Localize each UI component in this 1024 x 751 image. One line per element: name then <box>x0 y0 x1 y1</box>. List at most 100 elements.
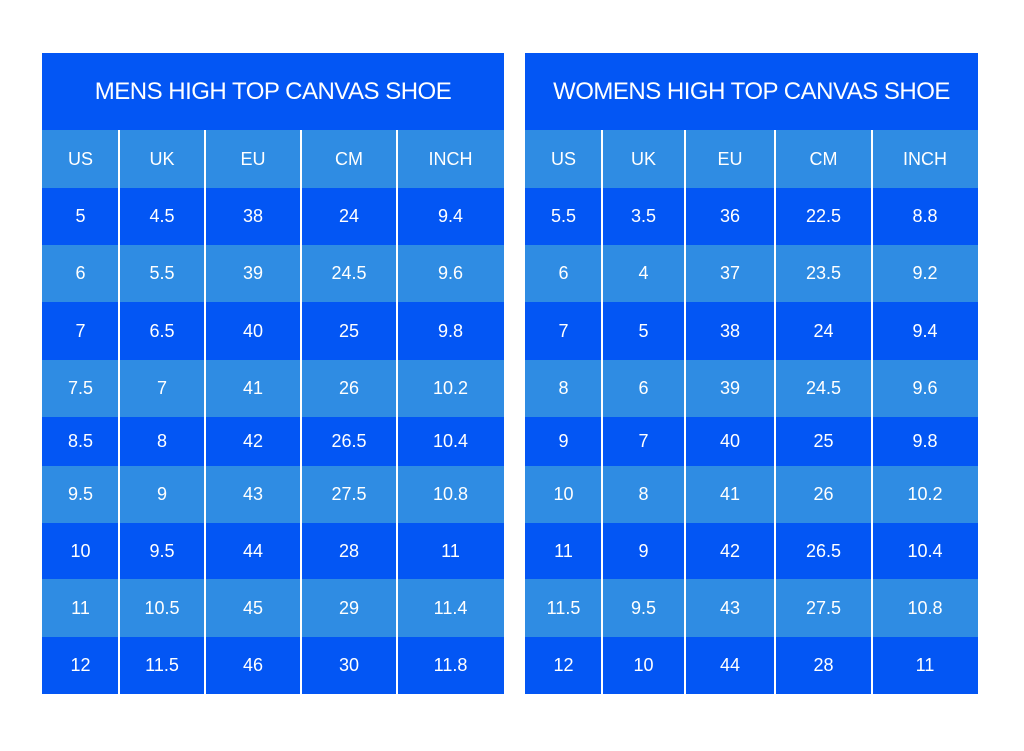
table-cell: 10.8 <box>397 466 504 523</box>
table-cell: 24 <box>301 188 397 245</box>
table-cell: 39 <box>685 360 775 417</box>
table-cell: 7 <box>42 302 119 360</box>
table-cell: 41 <box>685 466 775 523</box>
table-cell: 40 <box>205 302 301 360</box>
table-cell: 46 <box>205 637 301 694</box>
table-cell: 41 <box>205 360 301 417</box>
column-header: EU <box>205 130 301 188</box>
column-divider <box>204 130 206 694</box>
table-cell: 26 <box>775 466 872 523</box>
table-cell: 39 <box>205 245 301 302</box>
table-cell: 38 <box>205 188 301 245</box>
column-header: EU <box>685 130 775 188</box>
table-cell: 8 <box>119 417 205 466</box>
table-cell: 23.5 <box>775 245 872 302</box>
table-cell: 9 <box>119 466 205 523</box>
table-cell: 9.6 <box>397 245 504 302</box>
table-cell: 24.5 <box>301 245 397 302</box>
table-cell: 26.5 <box>775 523 872 579</box>
table-cell: 10.4 <box>397 417 504 466</box>
table-cell: 6 <box>42 245 119 302</box>
table-cell: 36 <box>685 188 775 245</box>
table-cell: 12 <box>525 637 602 694</box>
table-cell: 9.4 <box>397 188 504 245</box>
table-cell: 37 <box>685 245 775 302</box>
table-cell: 10.4 <box>872 523 978 579</box>
table-cell: 29 <box>301 579 397 637</box>
table-cell: 9.5 <box>42 466 119 523</box>
column-divider <box>871 130 873 694</box>
table-cell: 7 <box>119 360 205 417</box>
table-cell: 40 <box>685 417 775 466</box>
table-cell: 26 <box>301 360 397 417</box>
table-cell: 11.5 <box>525 579 602 637</box>
table-cell: 9 <box>602 523 685 579</box>
table-cell: 10.8 <box>872 579 978 637</box>
table-cell: 9.8 <box>872 417 978 466</box>
table-cell: 6 <box>602 360 685 417</box>
table-cell: 5 <box>42 188 119 245</box>
table-cell: 28 <box>775 637 872 694</box>
table-cell: 10 <box>42 523 119 579</box>
table-cell: 11 <box>872 637 978 694</box>
table-cell: 9.4 <box>872 302 978 360</box>
table-cell: 9.2 <box>872 245 978 302</box>
table-cell: 8 <box>525 360 602 417</box>
table-cell: 4 <box>602 245 685 302</box>
table-cell: 10.5 <box>119 579 205 637</box>
table-cell: 9.5 <box>119 523 205 579</box>
table-cell: 5 <box>602 302 685 360</box>
table-cell: 4.5 <box>119 188 205 245</box>
table-cell: 10 <box>602 637 685 694</box>
table-cell: 9.5 <box>602 579 685 637</box>
table-cell: 6 <box>525 245 602 302</box>
column-header: CM <box>775 130 872 188</box>
table-cell: 6.5 <box>119 302 205 360</box>
column-header: US <box>525 130 602 188</box>
table-cell: 27.5 <box>775 579 872 637</box>
column-divider <box>396 130 398 694</box>
column-divider <box>684 130 686 694</box>
table-cell: 11.4 <box>397 579 504 637</box>
table-cell: 25 <box>301 302 397 360</box>
table-cell: 24 <box>775 302 872 360</box>
column-divider <box>774 130 776 694</box>
table-cell: 27.5 <box>301 466 397 523</box>
column-divider <box>601 130 603 694</box>
table-cell: 44 <box>685 637 775 694</box>
table-cell: 28 <box>301 523 397 579</box>
table-cell: 42 <box>205 417 301 466</box>
table-cell: 10.2 <box>397 360 504 417</box>
table-cell: 5.5 <box>525 188 602 245</box>
table-cell: 7 <box>602 417 685 466</box>
column-divider <box>118 130 120 694</box>
column-header: US <box>42 130 119 188</box>
table-cell: 42 <box>685 523 775 579</box>
column-header: INCH <box>872 130 978 188</box>
table-cell: 9.6 <box>872 360 978 417</box>
table-cell: 8.5 <box>42 417 119 466</box>
table-cell: 7.5 <box>42 360 119 417</box>
table-cell: 8 <box>602 466 685 523</box>
table-cell: 43 <box>205 466 301 523</box>
column-header: UK <box>119 130 205 188</box>
table-cell: 11.5 <box>119 637 205 694</box>
table-title: WOMENS HIGH TOP CANVAS SHOE <box>525 53 978 130</box>
column-header: UK <box>602 130 685 188</box>
table-cell: 24.5 <box>775 360 872 417</box>
table-cell: 5.5 <box>119 245 205 302</box>
table-cell: 26.5 <box>301 417 397 466</box>
table-cell: 11 <box>397 523 504 579</box>
table-cell: 3.5 <box>602 188 685 245</box>
table-cell: 7 <box>525 302 602 360</box>
table-cell: 9.8 <box>397 302 504 360</box>
table-cell: 11.8 <box>397 637 504 694</box>
table-cell: 10.2 <box>872 466 978 523</box>
table-cell: 9 <box>525 417 602 466</box>
column-divider <box>300 130 302 694</box>
table-title: MENS HIGH TOP CANVAS SHOE <box>42 53 504 130</box>
table-cell: 43 <box>685 579 775 637</box>
table-cell: 30 <box>301 637 397 694</box>
table-cell: 12 <box>42 637 119 694</box>
